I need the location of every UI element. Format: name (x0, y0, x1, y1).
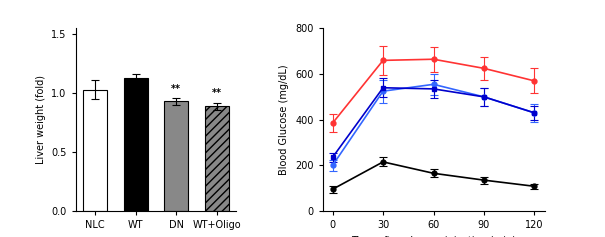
Text: **: ** (171, 84, 181, 94)
Bar (123, 78, 148, 211)
Y-axis label: Liver weight (fold): Liver weight (fold) (36, 75, 45, 164)
Y-axis label: Blood Glucose (mg/dL): Blood Glucose (mg/dL) (280, 64, 289, 175)
Bar (164, 101, 189, 211)
Text: **: ** (212, 88, 222, 99)
Bar (204, 106, 229, 211)
X-axis label: Time after glucose injection (min): Time after glucose injection (min) (351, 236, 516, 237)
Bar (83, 90, 107, 211)
